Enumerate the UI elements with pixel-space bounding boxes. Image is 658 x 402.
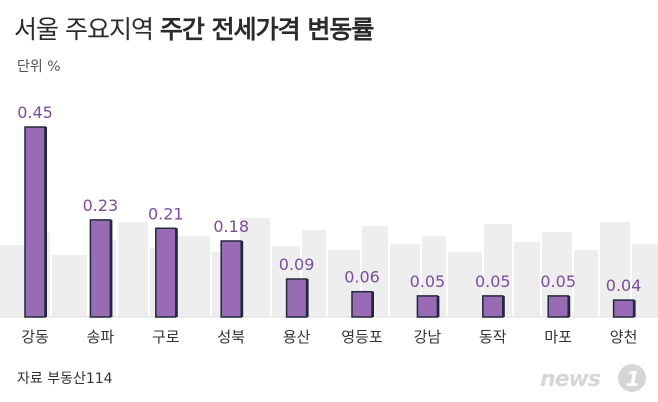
value-label: 0.45 <box>17 103 53 122</box>
category-label: 송파 <box>87 328 115 346</box>
unit-label: 단위 % <box>17 59 61 75</box>
skyline-building <box>514 242 540 317</box>
bar-마포 <box>547 295 569 318</box>
value-label: 0.05 <box>410 272 446 291</box>
value-label: 0.21 <box>148 204 184 223</box>
category-label: 성북 <box>217 328 245 346</box>
bar-성북 <box>220 240 242 318</box>
skyline-building <box>118 222 148 317</box>
value-label: 0.23 <box>83 196 119 215</box>
skyline-building <box>574 250 598 317</box>
bar-양천 <box>612 299 635 318</box>
bar-강남 <box>416 295 439 318</box>
category-label: 영등포 <box>341 328 383 346</box>
category-label: 마포 <box>544 328 572 346</box>
bar-동작 <box>482 295 504 318</box>
category-label: 강동 <box>21 328 49 346</box>
source-label: 자료 부동산114 <box>17 371 113 387</box>
category-label: 강남 <box>414 328 442 346</box>
skyline-building <box>448 252 482 317</box>
skyline-building <box>632 244 658 317</box>
skyline-building <box>390 244 420 317</box>
news1-logo: news 1 <box>540 364 646 392</box>
svg-text:1: 1 <box>626 367 640 391</box>
bar-구로 <box>155 227 177 318</box>
value-label: 0.06 <box>344 268 380 287</box>
skyline-building <box>52 255 87 317</box>
value-label: 0.04 <box>606 276 642 295</box>
category-label: 동작 <box>479 328 507 346</box>
bar-강동 <box>24 126 46 318</box>
value-label: 0.05 <box>540 272 576 291</box>
category-label: 구로 <box>152 328 180 346</box>
category-label: 용산 <box>283 328 311 346</box>
bar-송파 <box>89 219 112 318</box>
bar-영등포 <box>351 290 373 318</box>
category-label: 양천 <box>610 328 638 346</box>
value-label: 0.18 <box>213 217 249 236</box>
chart-title-part1: 서울 주요지역 <box>14 15 154 44</box>
value-label: 0.05 <box>475 272 511 291</box>
bar-series: 0.45 강동 0.23 송파 0.21 구로 0.18 성북 0.09 용산 0.06 영등포 0.0… <box>17 103 641 346</box>
bar-용산 <box>285 278 308 318</box>
chart-title: 서울 주요지역 주간 전세가격 변동률 <box>14 10 374 46</box>
skyline-building <box>176 236 210 317</box>
svg-text:news: news <box>540 367 601 392</box>
chart-title-part2: 주간 전세가격 변동률 <box>159 15 374 44</box>
value-label: 0.09 <box>279 255 315 274</box>
skyline-building <box>240 218 270 317</box>
